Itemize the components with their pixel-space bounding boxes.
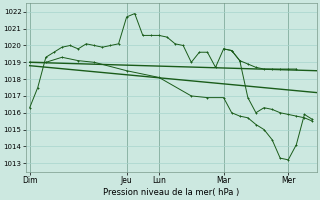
- X-axis label: Pression niveau de la mer( hPa ): Pression niveau de la mer( hPa ): [103, 188, 239, 197]
